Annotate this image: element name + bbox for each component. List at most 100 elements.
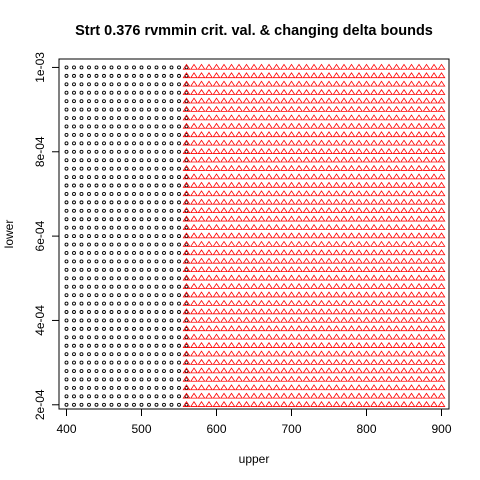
data-point: [355, 105, 363, 112]
data-point: [117, 360, 121, 365]
data-point: [265, 232, 273, 239]
data-point: [139, 301, 144, 306]
data-point: [177, 124, 181, 129]
data-point: [87, 242, 91, 247]
data-point: [109, 200, 114, 205]
data-point: [407, 316, 416, 323]
data-point: [437, 164, 446, 171]
data-point: [227, 240, 236, 247]
data-point: [332, 139, 341, 146]
data-point: [407, 139, 416, 146]
data-point: [355, 308, 363, 315]
data-point: [132, 175, 136, 180]
data-point: [227, 131, 236, 138]
data-point: [147, 141, 151, 146]
data-point: [340, 72, 348, 79]
data-point: [310, 173, 318, 180]
data-point: [190, 114, 198, 121]
data-point: [325, 97, 333, 104]
data-point: [355, 316, 363, 323]
data-point: [317, 215, 326, 222]
data-point: [117, 124, 121, 129]
data-point: [385, 232, 393, 239]
data-point: [280, 291, 288, 298]
data-point: [437, 232, 446, 239]
data-point: [310, 131, 318, 138]
data-point: [162, 132, 166, 137]
data-point: [310, 223, 318, 230]
data-point: [235, 333, 243, 340]
data-point: [79, 318, 84, 323]
data-point: [332, 156, 341, 163]
data-point: [385, 148, 393, 154]
data-point: [109, 385, 114, 390]
data-point: [205, 333, 213, 340]
data-point: [415, 384, 423, 391]
data-point: [422, 350, 431, 357]
data-point: [370, 63, 378, 70]
data-point: [227, 63, 236, 70]
data-point: [227, 325, 236, 332]
data-point: [385, 139, 393, 146]
data-point: [117, 200, 121, 205]
data-point: [182, 80, 191, 87]
data-point: [355, 63, 363, 70]
data-point: [280, 367, 288, 374]
data-point: [287, 63, 296, 70]
data-point: [355, 139, 363, 146]
data-point: [124, 335, 129, 340]
data-point: [117, 73, 121, 78]
data-point: [332, 291, 341, 298]
data-point: [132, 318, 136, 323]
data-point: [250, 308, 258, 315]
data-point: [162, 284, 166, 289]
data-point: [197, 97, 206, 104]
data-point: [182, 181, 191, 188]
data-point: [340, 173, 348, 180]
data-point: [272, 299, 281, 306]
data-point: [72, 82, 76, 87]
data-point: [310, 122, 318, 129]
data-point: [242, 89, 251, 95]
data-point: [72, 90, 76, 95]
data-point: [355, 249, 363, 256]
data-point: [242, 207, 251, 214]
data-point: [332, 232, 341, 239]
data-point: [272, 342, 281, 348]
data-point: [332, 173, 341, 180]
data-point: [139, 251, 144, 255]
data-point: [415, 342, 423, 348]
data-point: [220, 198, 228, 205]
data-point: [117, 99, 121, 104]
data-point: [325, 207, 333, 214]
data-point: [347, 181, 356, 188]
data-point: [242, 392, 251, 399]
data-point: [154, 293, 159, 298]
data-point: [72, 385, 76, 390]
data-point: [265, 325, 273, 332]
data-point: [295, 72, 303, 79]
data-point: [124, 326, 129, 331]
data-point: [169, 310, 174, 314]
data-point: [235, 131, 243, 138]
data-point: [169, 369, 174, 373]
data-point: [355, 89, 363, 95]
data-point: [385, 282, 393, 289]
data-point: [355, 266, 363, 273]
data-point: [355, 350, 363, 357]
data-point: [250, 223, 258, 230]
data-point: [235, 358, 243, 365]
data-point: [132, 360, 136, 365]
data-point: [64, 166, 69, 171]
data-point: [235, 173, 243, 180]
data-point: [355, 401, 363, 407]
data-point: [400, 375, 408, 382]
data-point: [102, 225, 106, 230]
data-point: [325, 342, 333, 348]
data-point: [317, 97, 326, 104]
data-point: [220, 131, 228, 138]
data-point: [437, 375, 446, 382]
data-point: [87, 141, 91, 146]
data-point: [332, 358, 341, 365]
data-point: [340, 223, 348, 230]
